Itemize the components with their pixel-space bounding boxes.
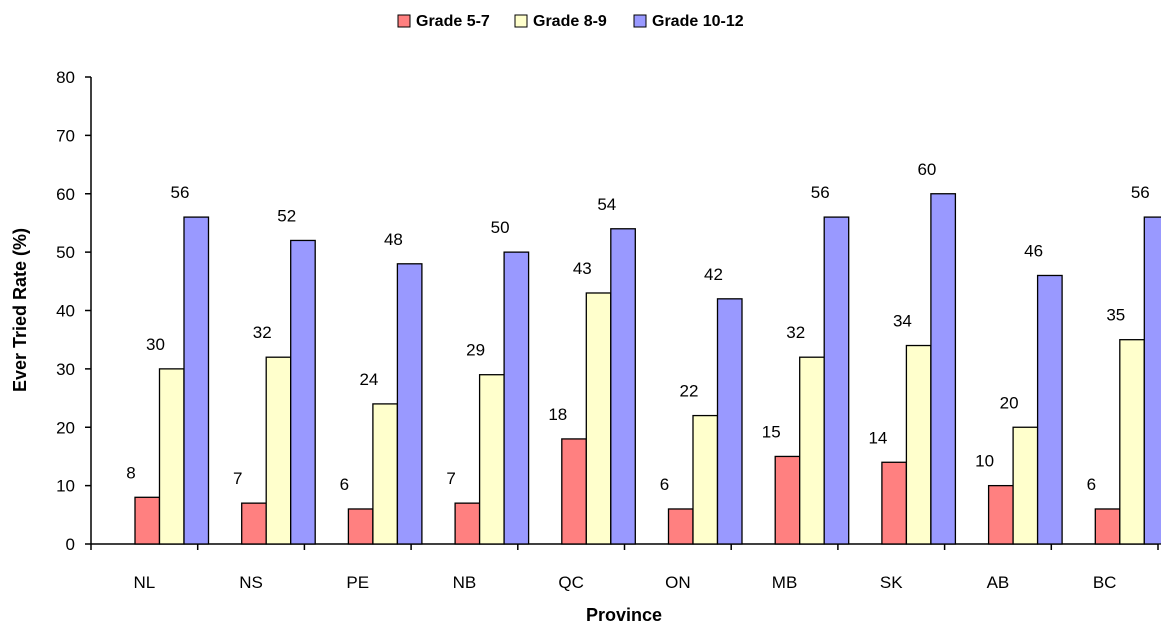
x-tick-label: PE (346, 573, 369, 592)
data-label: 56 (811, 183, 830, 202)
bar-grade-5-7-bc (1094, 508, 1121, 545)
y-axis-title: Ever Tried Rate (%) (10, 228, 30, 392)
bar-grade-8-9-qc (585, 292, 612, 545)
bar-grade-8-9-bc (1119, 339, 1145, 545)
data-label: 35 (1106, 306, 1125, 325)
data-label: 14 (868, 428, 887, 447)
data-labels: 8 7 6 7 18 6 15 14 10 6 30 32 24 29 43 22 32 34 20 35 56 52 48… (126, 160, 1149, 494)
data-label: 6 (1087, 475, 1096, 494)
x-tick-label: NB (453, 573, 477, 592)
data-label: 32 (253, 323, 272, 342)
bar-grade-8-9-sk (905, 344, 932, 545)
legend-label: Grade 8-9 (533, 13, 607, 30)
data-label: 24 (359, 370, 378, 389)
bar-grade-5-7-ns (241, 502, 267, 545)
data-label: 22 (680, 382, 699, 401)
data-label: 54 (597, 195, 616, 214)
bar-grade-5-7-nb (454, 502, 481, 545)
bar-grade-5-7-on (667, 508, 694, 545)
bar-grade-10-12-nb (503, 251, 530, 545)
bar-grade-5-7-sk (881, 461, 908, 545)
bar-grade-8-9-mb (799, 356, 825, 545)
data-label: 30 (146, 335, 165, 354)
data-label: 60 (917, 160, 936, 179)
y-tick-label: 0 (66, 535, 75, 554)
data-label: 10 (975, 452, 994, 471)
legend-swatch (633, 14, 647, 28)
bar-grade-10-12-ns (290, 239, 316, 545)
data-label: 32 (786, 323, 805, 342)
data-label: 56 (171, 183, 190, 202)
data-label: 56 (1131, 183, 1150, 202)
bar-grade-10-12-bc (1143, 216, 1161, 545)
bar-grade-8-9-on (692, 414, 719, 545)
bar-grade-5-7-nl (134, 496, 161, 545)
bar-grade-10-12-ab (1036, 274, 1063, 545)
data-label: 34 (893, 312, 912, 331)
y-tick-label: 70 (56, 126, 75, 145)
x-tick-label: ON (665, 573, 691, 592)
bar-grade-10-12-mb (823, 216, 850, 545)
x-axis: NL NS PE NB QC ON MB SK AB BC (90, 543, 1159, 592)
data-label: 50 (491, 218, 510, 237)
bar-grade-10-12-sk (930, 193, 957, 545)
bar-grade-5-7-ab (987, 484, 1014, 545)
x-tick-label: BC (1093, 573, 1117, 592)
data-label: 8 (126, 463, 135, 482)
bar-grade-8-9-nb (478, 374, 505, 545)
y-axis: 0 10 20 30 40 50 60 70 80 (56, 68, 92, 554)
data-label: 52 (277, 206, 296, 225)
legend-swatch (397, 14, 411, 28)
y-tick-label: 60 (56, 185, 75, 204)
bars (134, 193, 1161, 545)
data-label: 43 (573, 259, 592, 278)
x-axis-title: Province (586, 605, 662, 625)
data-label: 42 (704, 265, 723, 284)
x-tick-label: MB (772, 573, 798, 592)
bar-grade-8-9-pe (372, 403, 399, 545)
data-label: 46 (1024, 241, 1043, 260)
legend-label: Grade 5-7 (416, 13, 490, 30)
legend: Grade 5-7 Grade 8-9 Grade 10-12 (397, 13, 744, 30)
data-label: 48 (384, 230, 403, 249)
bar-grade-8-9-ab (1012, 426, 1039, 545)
legend-label: Grade 10-12 (652, 13, 744, 30)
bar-grade-5-7-qc (561, 438, 587, 545)
bar-grade-8-9-nl (158, 368, 185, 545)
y-tick-label: 50 (56, 243, 75, 262)
y-tick-label: 20 (56, 418, 75, 437)
x-tick-label: NS (239, 573, 263, 592)
bar-grade-10-12-on (716, 298, 743, 545)
data-label: 6 (660, 475, 669, 494)
data-label: 7 (446, 469, 455, 488)
legend-swatch (514, 14, 528, 28)
bar-grade-10-12-pe (396, 263, 423, 545)
bar-grade-5-7-pe (347, 508, 374, 545)
x-tick-label: SK (880, 573, 903, 592)
y-tick-label: 10 (56, 477, 75, 496)
data-label: 7 (233, 469, 242, 488)
x-tick-label: QC (558, 573, 584, 592)
bar-grade-8-9-ns (265, 356, 292, 545)
data-label: 20 (1000, 393, 1019, 412)
y-tick-label: 80 (56, 68, 75, 87)
bar-grade-10-12-nl (183, 216, 210, 545)
x-tick-label: AB (987, 573, 1010, 592)
data-label: 15 (762, 422, 781, 441)
data-label: 29 (466, 341, 485, 360)
x-tick-label: NL (133, 573, 155, 592)
y-tick-label: 40 (56, 302, 75, 321)
data-label: 18 (548, 405, 567, 424)
bar-grade-10-12-qc (610, 228, 636, 545)
data-label: 6 (340, 475, 349, 494)
y-tick-label: 30 (56, 360, 75, 379)
bar-grade-5-7-mb (774, 455, 801, 545)
